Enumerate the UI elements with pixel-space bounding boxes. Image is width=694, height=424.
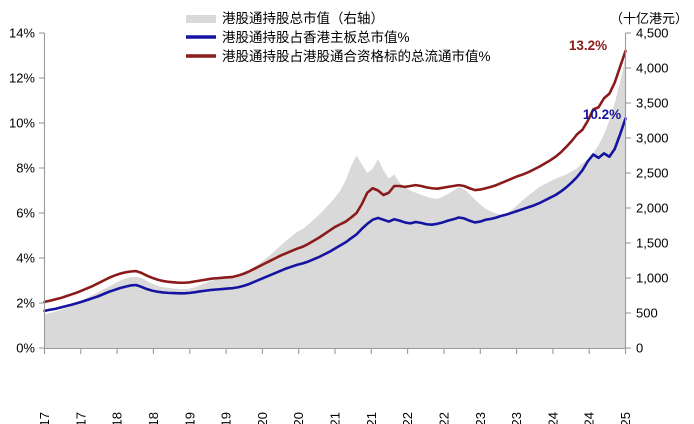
y-axis-left-tick-label: 4% [16, 251, 35, 266]
x-axis-tick-label: Aug-17 [73, 412, 88, 424]
y-axis-left-tick-label: 6% [16, 206, 35, 221]
y-axis-right-tick-label: 500 [636, 306, 658, 321]
y-axis-right-tick-label: 2,500 [636, 166, 669, 181]
y-axis-right-tick-label: 4,500 [636, 26, 669, 41]
x-axis-tick-label: Feb-22 [400, 412, 415, 424]
x-axis-tick-label: Feb-17 [37, 412, 52, 424]
y-axis-left-tick-label: 14% [9, 26, 35, 41]
y-axis-left-tick-label: 2% [16, 296, 35, 311]
x-axis-tick-label: Aug-20 [291, 412, 306, 424]
legend-label: 港股通持股占香港主板总市值% [222, 29, 410, 45]
legend-swatch-area [186, 15, 216, 23]
x-axis-ticks: Feb-17 Aug-17 Feb-18 Aug-18 Feb-19 Aug-19 Feb-… [37, 348, 633, 424]
x-axis-tick-label: Feb-23 [473, 412, 488, 424]
y-axis-left-ticks: 0% 2% 4% 6% 8% 10% 12% 14% [9, 26, 45, 356]
y-axis-right-tick-label: 3,000 [636, 131, 669, 146]
data-label-red-13-2: 13.2% [569, 38, 607, 53]
legend-label: 港股通持股占港股通合资格标的总流通市值% [222, 48, 491, 64]
y-axis-right-tick-label: 2,000 [636, 201, 669, 216]
area-path [44, 57, 626, 348]
line-series-share-of-hk-main-board [43, 117, 627, 313]
x-axis-tick-label: Feb-18 [110, 412, 125, 424]
x-axis-tick-label: Aug-24 [582, 412, 597, 424]
y-axis-right-tick-label: 3,500 [636, 96, 669, 111]
x-axis-tick-label: Feb-24 [545, 412, 560, 424]
y-axis-right-tick-label: 1,000 [636, 271, 669, 286]
line-path [43, 117, 627, 313]
right-axis-unit-label: （十亿港元） [610, 11, 688, 26]
y-axis-right-tick-label: 0 [636, 341, 643, 356]
x-axis-tick-label: Aug-21 [364, 412, 379, 424]
y-axis-left-tick-label: 0% [16, 341, 35, 356]
y-axis-right-ticks: 0 500 1,000 1,500 2,000 2,500 3,000 3,500 4,000 4… [625, 26, 669, 356]
data-label-blue-10-2: 10.2% [583, 107, 621, 122]
x-axis-tick-label: Feb-21 [328, 412, 343, 424]
y-axis-left-tick-label: 10% [9, 116, 35, 131]
line-series-share-of-eligible-float [43, 49, 627, 304]
y-axis-right-tick-label: 1,500 [636, 236, 669, 251]
x-axis-tick-label: Aug-23 [509, 412, 524, 424]
y-axis-right-tick-label: 4,000 [636, 61, 669, 76]
line-path [43, 49, 627, 304]
area-series-hk-stock-connect-holdings-value [44, 57, 626, 348]
x-axis-tick-label: Aug-22 [436, 412, 451, 424]
legend-label: 港股通持股总市值（右轴） [222, 10, 384, 26]
x-axis-tick-label: Aug-18 [146, 412, 161, 424]
legend: 港股通持股总市值（右轴） 港股通持股占香港主板总市值% 港股通持股占港股通合资格标的… [186, 10, 491, 64]
y-axis-left-tick-label: 12% [9, 71, 35, 86]
x-axis-tick-label: Feb-25 [618, 412, 633, 424]
y-axis-left-tick-label: 8% [16, 161, 35, 176]
x-axis-tick-label: Feb-20 [255, 412, 270, 424]
x-axis-tick-label: Feb-19 [182, 412, 197, 424]
x-axis-tick-label: Aug-19 [219, 412, 234, 424]
